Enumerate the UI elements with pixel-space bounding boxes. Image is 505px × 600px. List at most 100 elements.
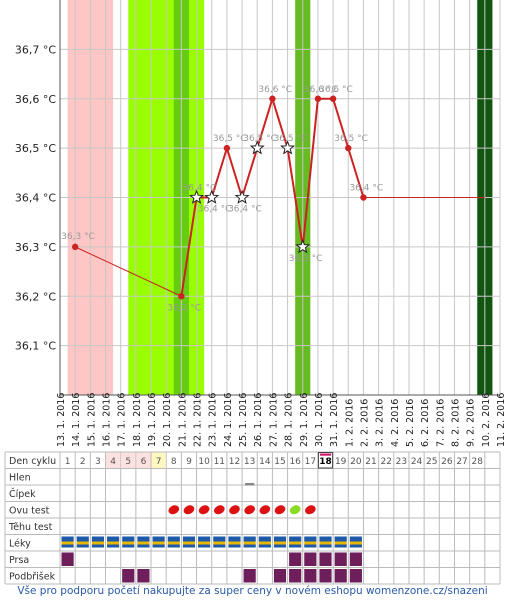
cycle-day-number: 28 [472, 457, 484, 467]
medication-icon [334, 541, 347, 545]
cycle-day-number: 8 [171, 457, 177, 467]
medication-icon [91, 541, 105, 545]
data-point [71, 243, 79, 251]
y-tick-label: 36,2 °C [15, 290, 56, 303]
medication-icon [213, 541, 226, 545]
ovulation-test-icon [229, 505, 240, 515]
medication-icon [289, 536, 302, 542]
medication-icon [198, 544, 211, 548]
breast-symptom-mark [334, 552, 347, 566]
data-label: 36,4 °C [198, 205, 232, 215]
x-tick-label: 13. 1. 2016 [56, 393, 67, 447]
cycle-day-number: 26 [441, 457, 453, 467]
data-label: 36,4 °C [228, 205, 262, 215]
medication-icon [76, 536, 89, 542]
belly-symptom-mark [319, 569, 332, 583]
cycle-day-number: 1 [65, 457, 71, 467]
medication-icon [304, 541, 317, 545]
x-tick-label: 17. 1. 2016 [117, 393, 128, 447]
star-marker [234, 189, 250, 204]
belly-symptom-mark [273, 569, 287, 583]
shop-promo-link[interactable]: Vše pro podporu početí nakupujte za supe… [17, 585, 488, 597]
medication-icon [243, 544, 256, 548]
medication-icon [182, 544, 196, 548]
medication-icon [289, 544, 302, 548]
x-tick-label: 27. 1. 2016 [268, 393, 279, 447]
x-tick-label: 7. 2. 2016 [435, 399, 446, 447]
medication-icon [76, 544, 89, 548]
x-tick-label: 9. 2. 2016 [466, 399, 477, 447]
x-tick-label: 31. 1. 2016 [329, 393, 340, 447]
medication-icon [61, 536, 74, 542]
medication-icon [152, 536, 165, 542]
medication-icon [122, 544, 135, 548]
x-tick-label: 11. 2. 2016 [496, 393, 505, 447]
x-tick-label: 10. 2. 2016 [481, 393, 492, 447]
data-point [329, 95, 337, 102]
medication-icon [349, 544, 362, 548]
y-tick-label: 36,5 °C [15, 142, 56, 155]
cycle-day-number: 6 [141, 457, 147, 467]
medication-icon [182, 536, 196, 542]
medication-icon [152, 541, 165, 545]
y-tick-label: 36,6 °C [15, 93, 56, 106]
x-tick-label: 1. 2. 2016 [344, 399, 355, 447]
cycle-day-number: 3 [95, 457, 101, 467]
medication-icon [349, 541, 362, 545]
medication-icon [122, 541, 135, 545]
table-row-label: Léky [9, 539, 31, 550]
data-label: 36,6 °C [319, 85, 353, 95]
medication-icon [228, 536, 241, 542]
table-row-label: Hlen [9, 473, 31, 484]
data-point [360, 194, 367, 201]
x-tick-label: 14. 1. 2016 [71, 393, 82, 447]
data-point [178, 293, 185, 300]
day-highlight [121, 452, 136, 468]
cycle-day-number: 14 [259, 457, 271, 467]
medication-icon [76, 541, 89, 545]
star-marker [249, 140, 265, 155]
x-tick-label: 8. 2. 2016 [450, 399, 461, 447]
x-tick-label: 30. 1. 2016 [314, 393, 325, 447]
data-label: 36,5 °C [274, 134, 308, 144]
x-tick-label: 4. 2. 2016 [390, 399, 401, 447]
today-marker [319, 453, 332, 456]
data-point [314, 95, 322, 102]
y-tick-label: 36,1 °C [15, 340, 56, 353]
temperature-line-faint [74, 246, 182, 297]
cycle-day-number: 20 [350, 457, 362, 467]
medication-icon [91, 536, 105, 542]
x-tick-label: 2. 2. 2016 [359, 399, 370, 447]
medication-icon [243, 541, 256, 545]
medication-icon [258, 536, 271, 542]
medication-icon [289, 541, 302, 545]
day-highlight [106, 452, 121, 468]
star-marker [280, 140, 296, 155]
belly-symptom-mark [243, 569, 256, 583]
medication-icon [137, 544, 150, 548]
medication-icon [167, 536, 180, 542]
cycle-day-number: 9 [186, 457, 192, 467]
x-tick-label: 6. 2. 2016 [420, 399, 431, 447]
breast-symptom-mark [304, 552, 317, 566]
x-tick-label: 15. 1. 2016 [86, 393, 97, 447]
belly-symptom-mark [122, 569, 135, 583]
cycle-day-number: 16 [289, 457, 301, 467]
data-label: 36,6 °C [304, 85, 338, 95]
belly-symptom-mark [334, 569, 347, 583]
cycle-day-number: 5 [125, 457, 131, 467]
data-point [269, 95, 276, 102]
data-label: 36,5 °C [243, 134, 277, 144]
medication-icon [273, 536, 287, 542]
medication-icon [228, 541, 241, 545]
data-label: 36,4 °C [183, 184, 217, 194]
medication-icon [107, 541, 120, 545]
table-row-label: Ovu test [9, 506, 50, 517]
medication-icon [198, 541, 211, 545]
data-label: 36,4 °C [349, 184, 383, 194]
ovulation-test-icon [198, 505, 210, 515]
table-row-label: Čípek [9, 488, 36, 500]
medication-icon [334, 536, 347, 542]
ovulation-test-icon [214, 505, 225, 515]
medication-icon [137, 536, 150, 542]
